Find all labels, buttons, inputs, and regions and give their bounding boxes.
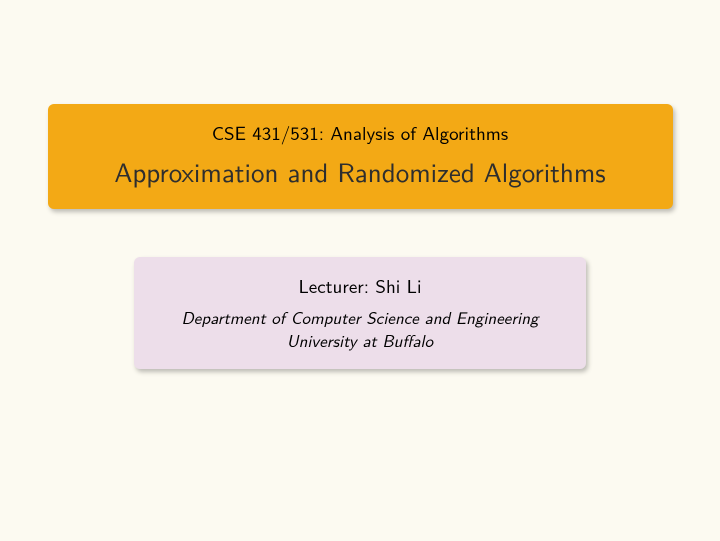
department-line2: University at Buffalo <box>287 328 433 353</box>
department-affiliation: Department of Computer Science and Engin… <box>160 307 560 353</box>
title-block: CSE 431/531: Analysis of Algorithms Appr… <box>48 104 673 209</box>
lecturer-name: Lecturer: Shi Li <box>160 271 560 299</box>
department-line1: Department of Computer Science and Engin… <box>182 305 539 330</box>
lecture-title: Approximation and Randomized Algorithms <box>68 152 653 191</box>
lecturer-block: Lecturer: Shi Li Department of Computer … <box>134 257 586 369</box>
course-code: CSE 431/531: Analysis of Algorithms <box>68 118 653 146</box>
